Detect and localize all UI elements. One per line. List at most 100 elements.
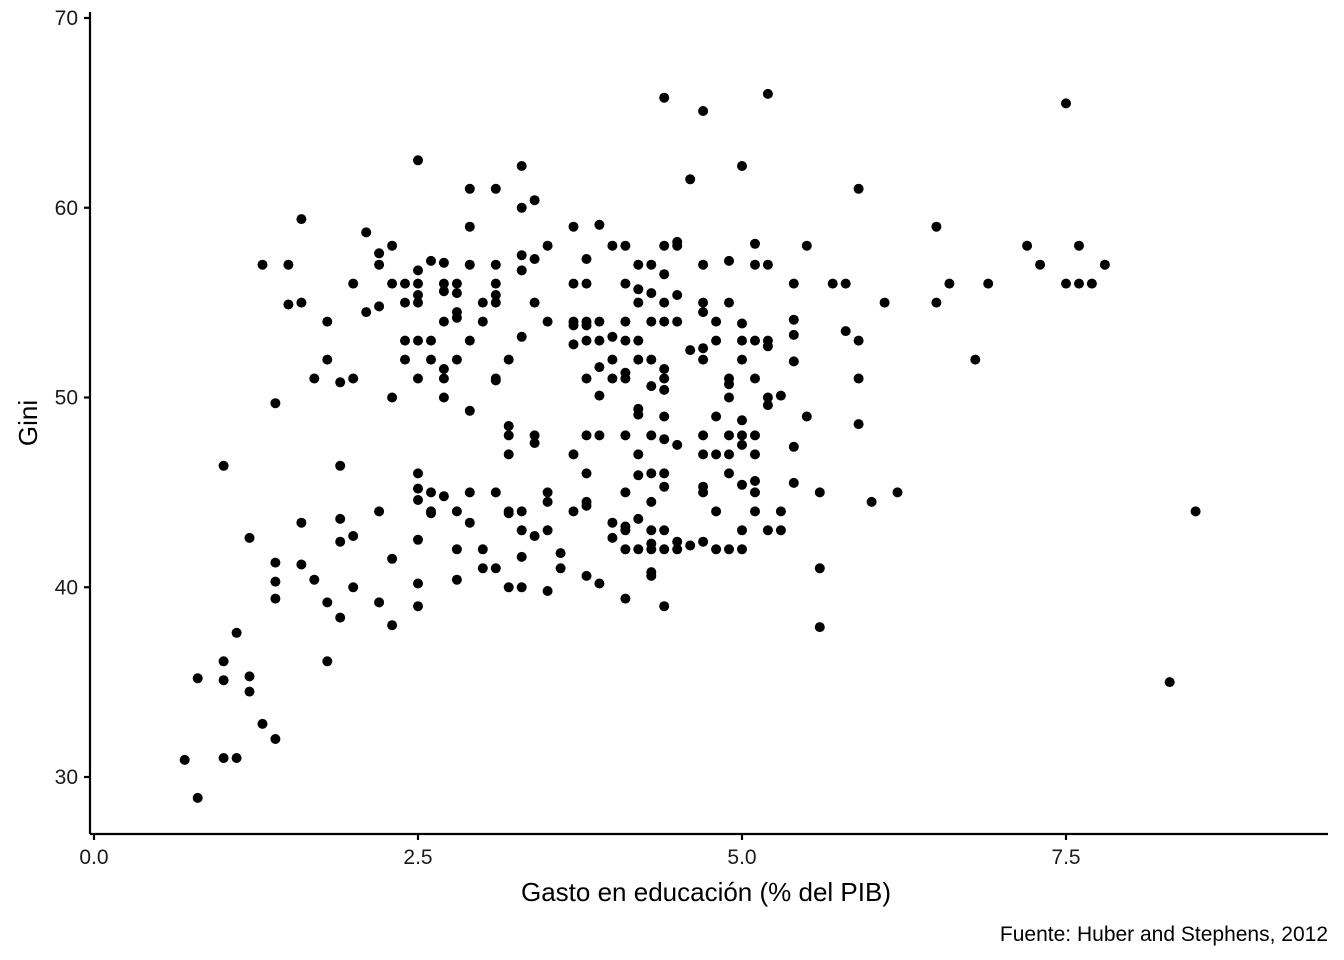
data-point xyxy=(646,468,657,479)
data-point xyxy=(620,278,631,289)
data-point xyxy=(724,255,734,266)
data-point xyxy=(503,430,514,441)
data-point xyxy=(607,354,618,365)
data-point xyxy=(400,354,410,365)
data-point xyxy=(451,574,462,585)
data-point xyxy=(737,354,747,365)
data-point xyxy=(788,314,799,325)
data-point xyxy=(788,278,799,289)
data-point xyxy=(659,434,670,445)
data-point xyxy=(724,430,734,441)
data-point xyxy=(477,297,488,308)
data-point xyxy=(516,582,527,593)
data-point xyxy=(788,356,799,367)
data-point xyxy=(568,278,579,289)
data-point xyxy=(698,430,709,441)
data-point xyxy=(983,278,994,289)
data-point xyxy=(322,597,333,608)
data-point xyxy=(490,290,501,300)
data-point xyxy=(659,269,670,280)
data-point xyxy=(698,536,709,547)
data-point xyxy=(659,411,670,422)
data-point xyxy=(801,240,812,251)
data-point xyxy=(853,373,864,384)
data-point xyxy=(685,345,696,356)
data-point xyxy=(464,259,475,270)
data-point xyxy=(283,299,294,310)
data-point xyxy=(490,278,501,289)
data-point xyxy=(659,316,670,327)
data-point xyxy=(698,259,709,270)
data-point xyxy=(322,354,333,365)
data-point xyxy=(335,377,346,388)
data-point xyxy=(426,255,436,266)
data-point xyxy=(633,284,644,295)
data-point xyxy=(646,525,657,536)
data-point xyxy=(853,335,864,346)
data-point xyxy=(387,278,398,289)
data-point xyxy=(581,468,592,479)
data-point xyxy=(192,673,203,684)
data-point xyxy=(659,544,670,555)
data-point xyxy=(568,449,579,460)
data-point xyxy=(257,718,268,729)
data-point xyxy=(464,221,475,232)
data-point xyxy=(827,278,838,289)
data-point xyxy=(594,430,605,441)
data-point xyxy=(750,506,760,517)
data-point xyxy=(464,405,475,416)
data-point xyxy=(555,563,566,574)
data-point xyxy=(737,439,747,450)
data-point xyxy=(1074,278,1084,289)
x-axis-ticks: 0.0 2.5 5.0 7.5 xyxy=(79,834,1081,869)
data-point xyxy=(270,398,281,409)
data-point xyxy=(801,411,812,422)
data-point xyxy=(762,525,773,536)
data-point xyxy=(542,316,553,327)
data-point xyxy=(1022,240,1033,251)
data-point xyxy=(179,754,190,765)
data-point xyxy=(374,248,385,259)
data-point xyxy=(451,288,462,299)
data-point xyxy=(711,411,722,422)
data-point xyxy=(568,221,579,232)
data-point xyxy=(633,470,644,481)
data-point xyxy=(594,219,605,230)
data-point xyxy=(659,373,670,384)
data-point xyxy=(218,460,229,471)
data-point xyxy=(413,483,423,494)
data-point xyxy=(451,506,462,517)
data-point xyxy=(516,331,527,342)
data-point xyxy=(244,532,255,543)
data-point xyxy=(633,335,644,346)
data-point xyxy=(750,476,760,486)
data-point xyxy=(737,415,747,426)
data-point xyxy=(750,238,760,249)
y-tick-label: 30 xyxy=(55,766,78,789)
data-point xyxy=(594,335,605,346)
data-point xyxy=(413,534,423,545)
data-point xyxy=(620,487,631,498)
data-point xyxy=(633,354,644,365)
data-point xyxy=(413,495,423,505)
data-point xyxy=(737,430,747,441)
data-point xyxy=(451,544,462,555)
data-point xyxy=(711,544,722,555)
data-point xyxy=(646,544,657,555)
data-point xyxy=(724,449,734,460)
data-point xyxy=(413,468,423,479)
data-point xyxy=(724,544,734,555)
data-point xyxy=(762,88,773,99)
data-point xyxy=(659,525,670,536)
y-axis-title: Gini xyxy=(13,400,43,446)
data-point xyxy=(737,479,747,490)
data-point xyxy=(516,250,527,261)
data-point xyxy=(633,449,644,460)
data-point xyxy=(840,278,851,289)
data-point xyxy=(788,329,799,340)
data-point xyxy=(698,343,709,354)
data-point xyxy=(607,331,618,342)
data-point xyxy=(762,400,773,411)
data-point xyxy=(503,449,514,460)
data-point xyxy=(192,792,203,803)
